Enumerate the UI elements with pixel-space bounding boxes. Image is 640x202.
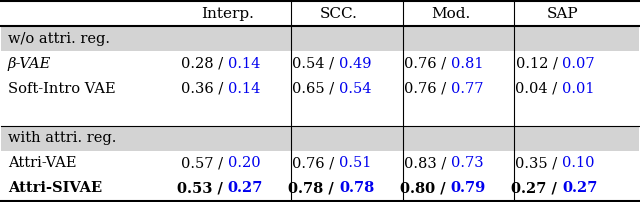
Text: Soft-Intro VAE: Soft-Intro VAE (8, 82, 115, 96)
Text: 0.78: 0.78 (339, 181, 374, 195)
Text: 0.07: 0.07 (562, 57, 595, 71)
Text: 0.81: 0.81 (451, 57, 483, 71)
Text: 0.49: 0.49 (339, 57, 372, 71)
Text: 0.83 /: 0.83 / (404, 156, 451, 170)
Text: 0.14: 0.14 (228, 57, 260, 71)
Text: 0.53 /: 0.53 / (177, 181, 228, 195)
Text: 0.51: 0.51 (339, 156, 371, 170)
Text: Attri-SIVAE: Attri-SIVAE (8, 181, 102, 195)
Text: 0.28 /: 0.28 / (181, 57, 228, 71)
Text: β-VAE: β-VAE (8, 57, 51, 71)
Text: 0.04 /: 0.04 / (515, 82, 562, 96)
Text: 0.80 /: 0.80 / (400, 181, 451, 195)
Text: Mod.: Mod. (431, 7, 470, 21)
Text: 0.12 /: 0.12 / (516, 57, 562, 71)
Text: 0.27 /: 0.27 / (511, 181, 562, 195)
Text: 0.65 /: 0.65 / (292, 82, 339, 96)
Bar (1, 26, 639, 51)
Text: 0.14: 0.14 (228, 82, 260, 96)
Text: 0.77: 0.77 (451, 82, 483, 96)
Text: 0.36 /: 0.36 / (180, 82, 228, 96)
Bar (1, 126, 639, 151)
Text: 0.01: 0.01 (562, 82, 595, 96)
Text: 0.27: 0.27 (562, 181, 598, 195)
Text: 0.73: 0.73 (451, 156, 483, 170)
Text: 0.20: 0.20 (228, 156, 260, 170)
Text: 0.79: 0.79 (451, 181, 486, 195)
Text: 0.78 /: 0.78 / (288, 181, 339, 195)
Text: 0.76 /: 0.76 / (404, 82, 451, 96)
Text: 0.54: 0.54 (339, 82, 372, 96)
Text: 0.54 /: 0.54 / (292, 57, 339, 71)
Text: with attri. reg.: with attri. reg. (8, 131, 116, 145)
Text: 0.76 /: 0.76 / (292, 156, 339, 170)
Text: SAP: SAP (547, 7, 578, 21)
Text: Attri-VAE: Attri-VAE (8, 156, 76, 170)
Text: 0.57 /: 0.57 / (181, 156, 228, 170)
Text: 0.10: 0.10 (562, 156, 595, 170)
Text: 0.27: 0.27 (228, 181, 263, 195)
Text: Interp.: Interp. (201, 7, 254, 21)
Text: w/o attri. reg.: w/o attri. reg. (8, 32, 110, 46)
Text: 0.76 /: 0.76 / (404, 57, 451, 71)
Text: 0.35 /: 0.35 / (515, 156, 562, 170)
Text: SCC.: SCC. (320, 7, 358, 21)
